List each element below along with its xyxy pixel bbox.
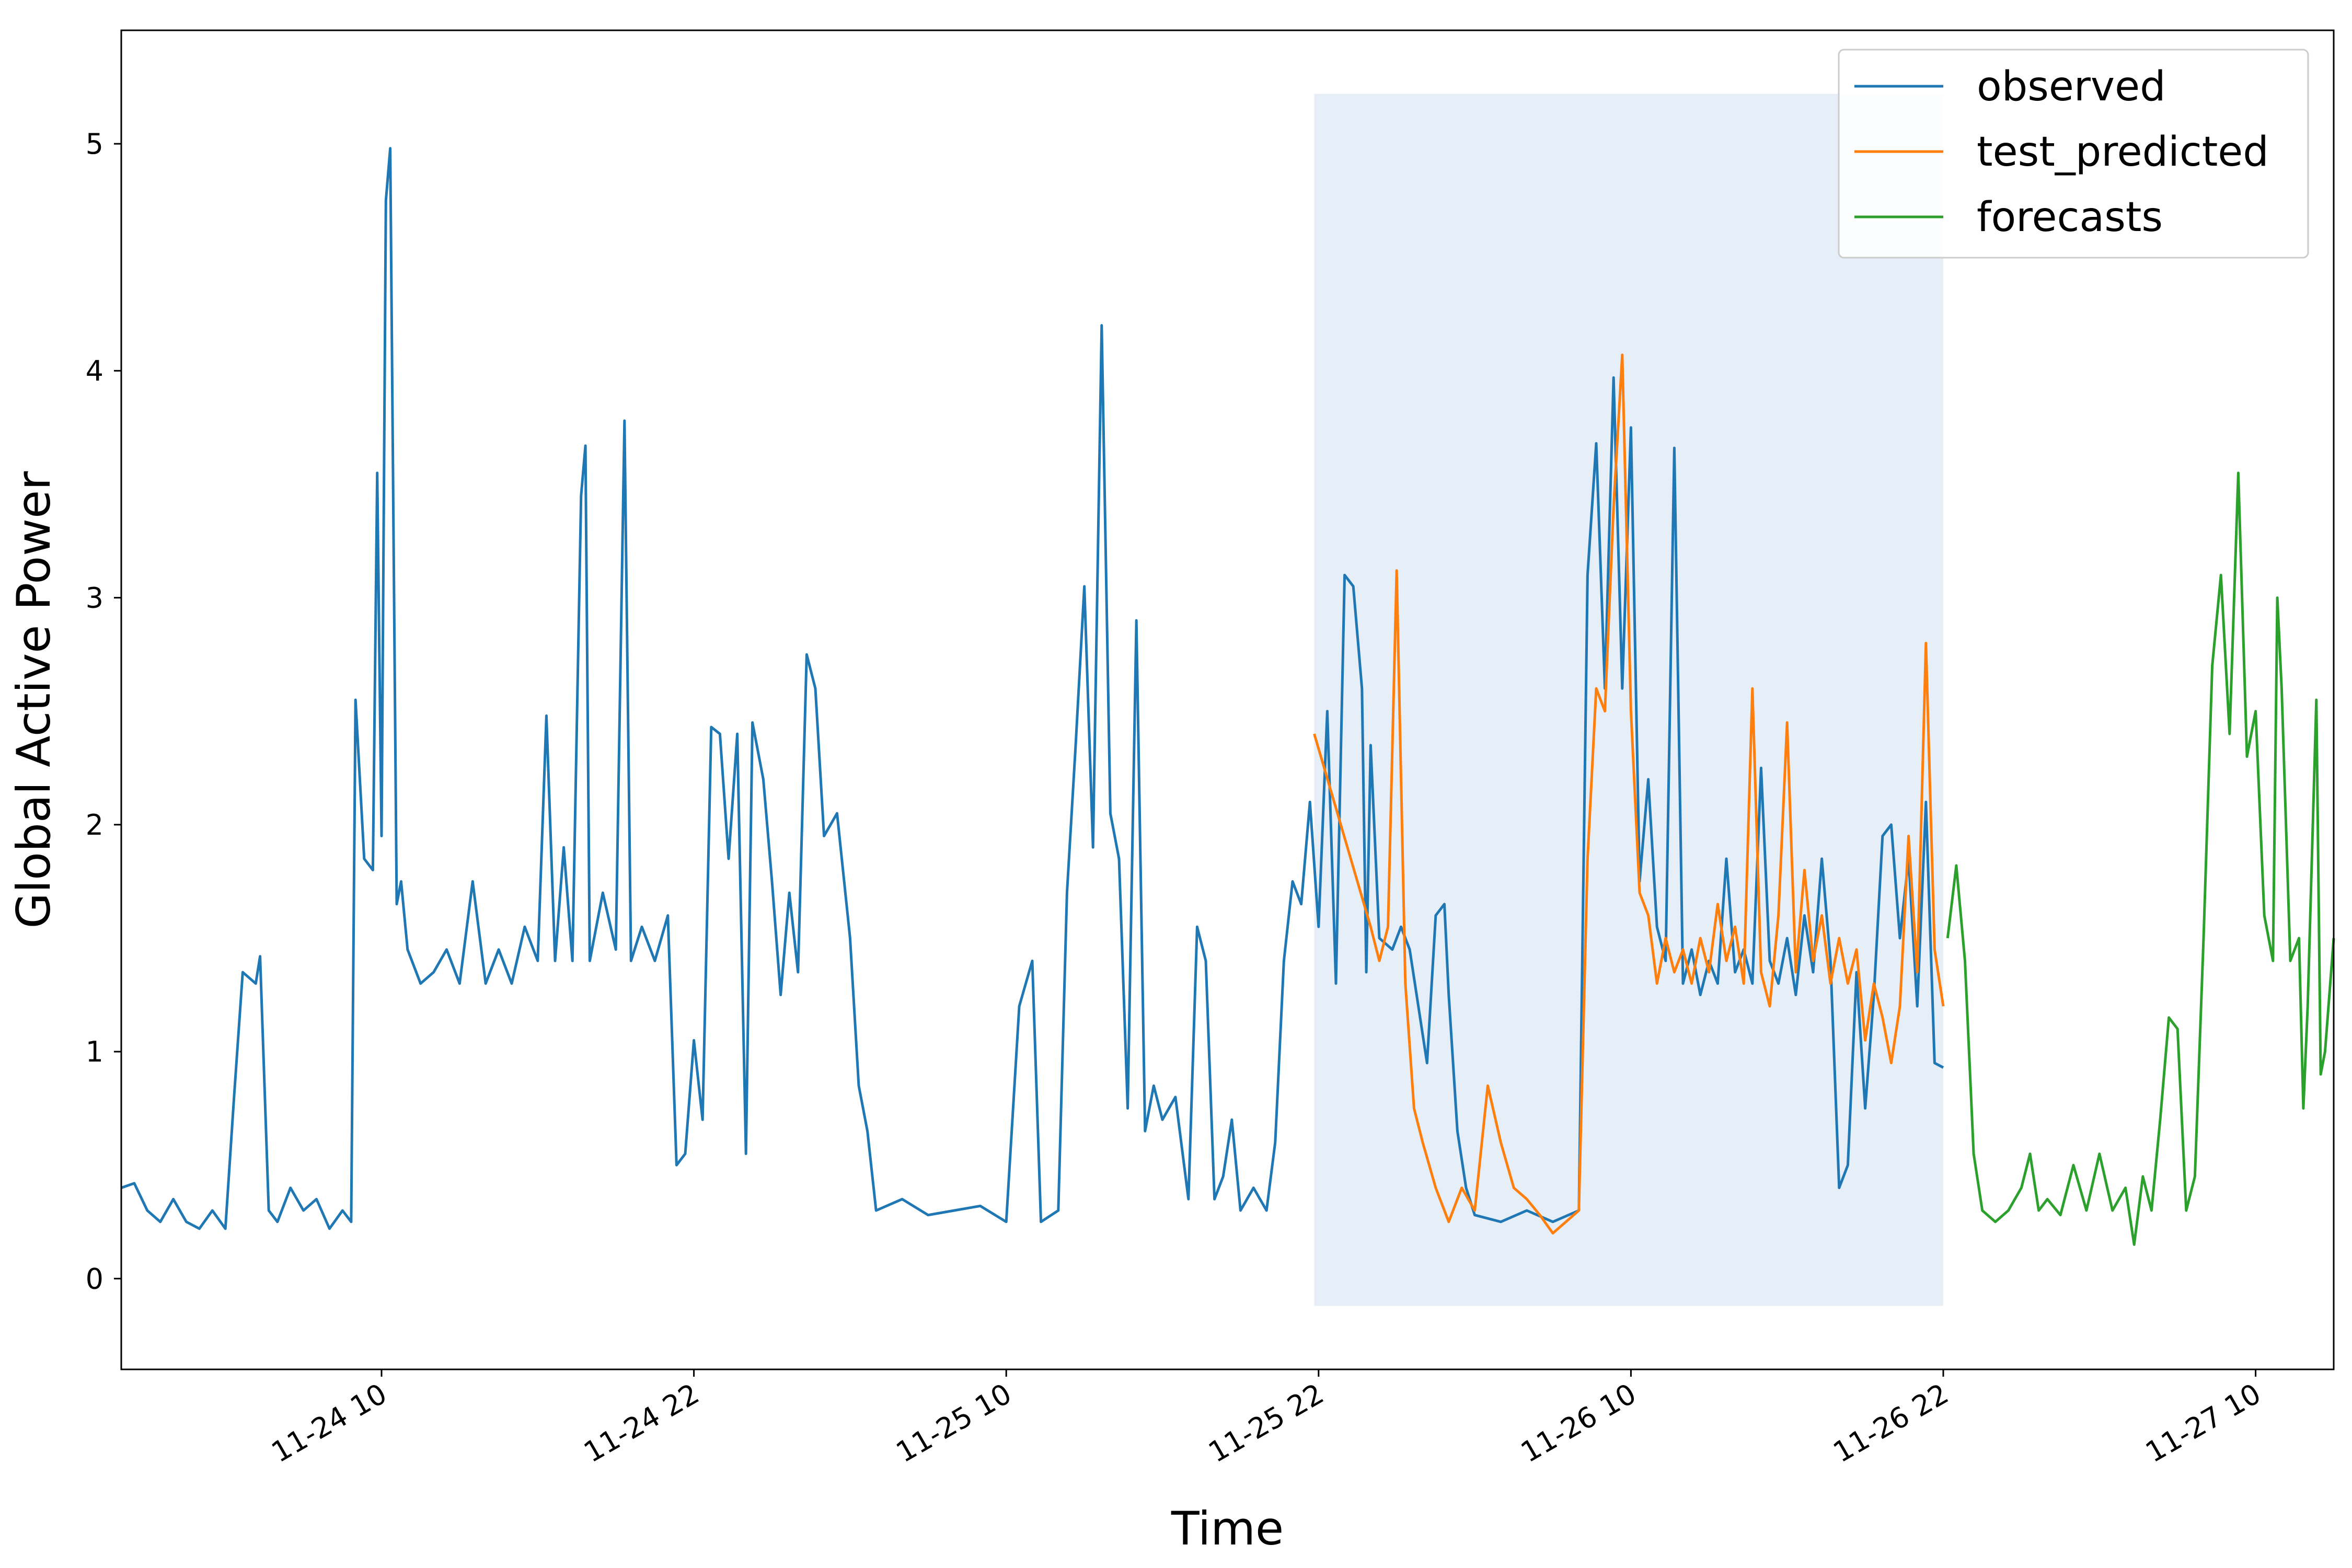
axes-frame [120, 29, 2335, 1370]
test-window-shading [1314, 94, 1943, 1306]
y-tick-label: 5 [86, 128, 103, 160]
y-tick-label: 1 [86, 1035, 103, 1068]
series-line-forecasts [1946, 471, 2335, 1246]
legend-label-test-predicted: test_predicted [1977, 129, 2269, 176]
legend-box [1838, 49, 2309, 259]
x-axis-title: Time [1171, 1502, 1284, 1555]
series-line-observed [121, 147, 1944, 1230]
series-line-test-predicted [1313, 353, 1945, 1235]
y-tick-label: 0 [86, 1262, 103, 1295]
y-tick-label: 4 [86, 354, 103, 387]
legend-label-forecasts: forecasts [1977, 194, 2163, 241]
y-tick-label: 2 [86, 809, 103, 841]
legend-label-observed: observed [1977, 63, 2166, 110]
y-axis-title: Global Active Power [7, 471, 61, 929]
legend: observed test_predicted forecasts [1838, 49, 2309, 259]
series-layer [121, 147, 2335, 1246]
y-tick-label: 3 [86, 582, 103, 615]
